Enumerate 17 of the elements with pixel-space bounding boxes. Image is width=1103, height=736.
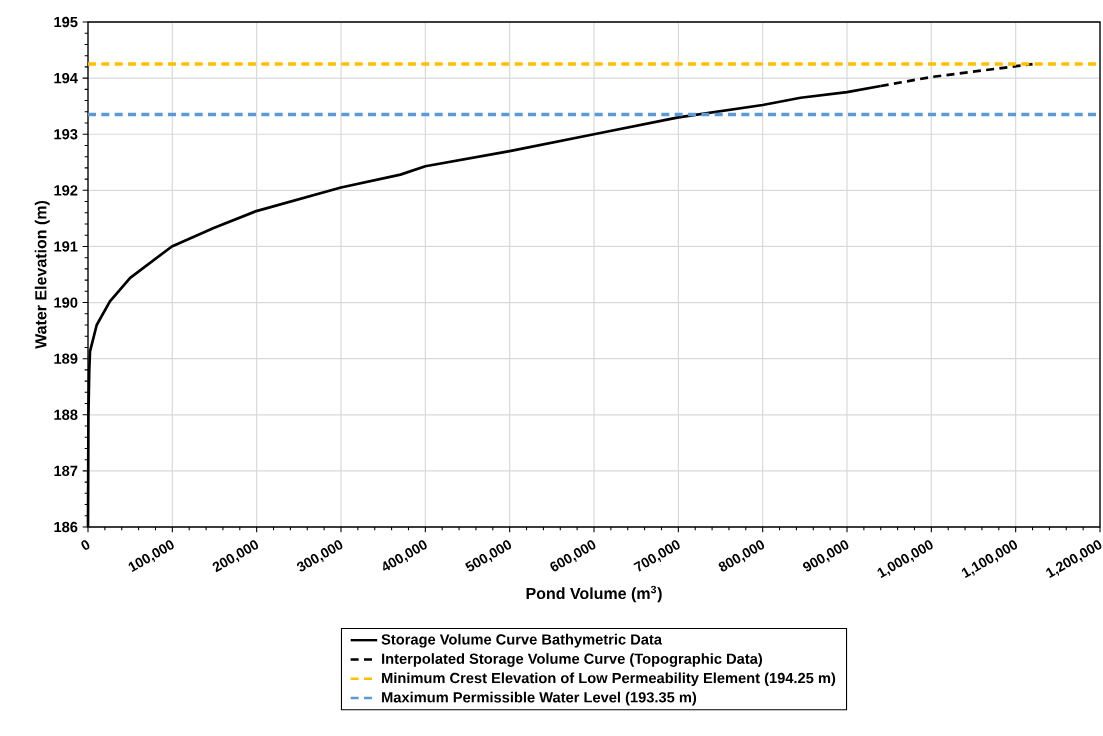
legend-label: Minimum Crest Elevation of Low Permeability Element (194.25 m): [382, 672, 836, 687]
y-tick-label: 187: [54, 465, 78, 477]
y-tick-label: 194: [54, 72, 78, 84]
y-tick-label: 193: [54, 129, 78, 140]
y-tick-label: 195: [54, 16, 78, 28]
y-tick-label: 190: [54, 297, 78, 308]
y-tick-label: 191: [54, 241, 78, 252]
legend-label: Storage Volume Curve Bathymetric Data: [381, 633, 663, 648]
y-tick-label: 188: [54, 409, 78, 420]
y-axis-title: Water Elevation (m): [34, 200, 50, 349]
x-tick-label: 0: [81, 540, 90, 550]
legend-label: Interpolated Storage Volume Curve (Topographic Data): [382, 653, 763, 667]
x-axis-title: Pond Volume (m$^{3}$): [526, 585, 662, 603]
y-tick-label: 186: [54, 521, 78, 533]
legend-label: Maximum Permissible Water Level (193.35 m): [382, 691, 697, 706]
y-tick-label: 189: [54, 353, 78, 364]
y-tick-label: 192: [54, 185, 78, 196]
